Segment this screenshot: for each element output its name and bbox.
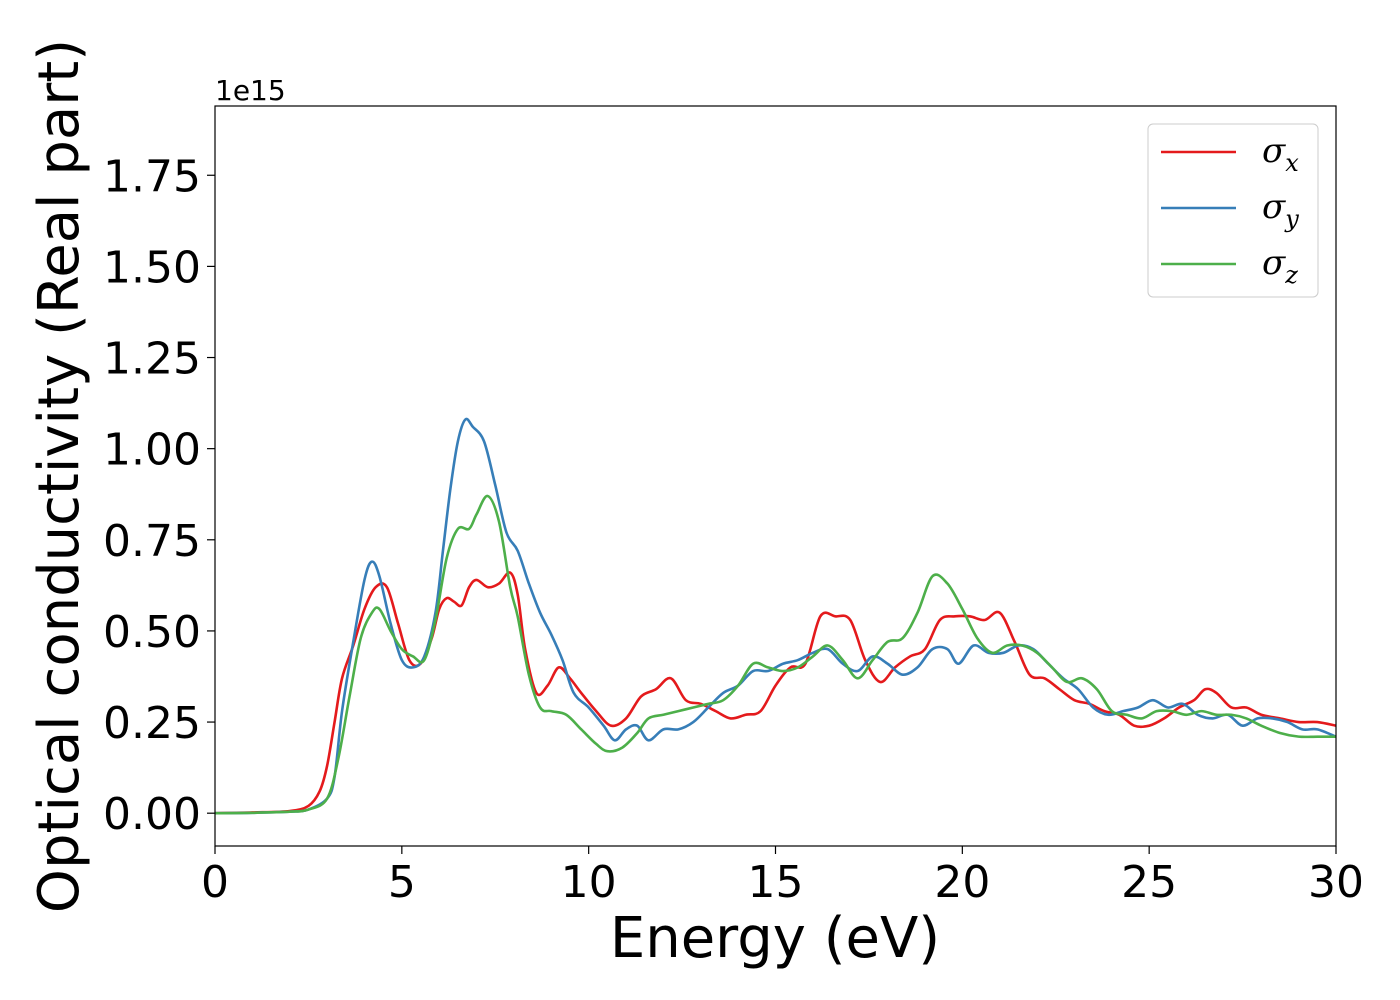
y-offset-text: 1e15 xyxy=(215,74,286,107)
series-line-sigma-y xyxy=(215,417,1336,815)
series-layer xyxy=(215,417,1336,815)
y-tick-label: 0.00 xyxy=(103,789,201,840)
x-axis-title: Energy (eV) xyxy=(610,906,940,971)
y-axis: 0.00 0.25 0.50 0.75 1.00 1.25 1.50 1.75 xyxy=(103,151,215,840)
x-tick-label: 10 xyxy=(561,857,617,908)
legend: σx σy σz xyxy=(1147,123,1319,298)
legend-label-sigma-y: σy xyxy=(1262,187,1299,233)
y-tick-label: 0.75 xyxy=(103,516,201,567)
x-tick-label: 30 xyxy=(1308,857,1364,908)
legend-label-sigma-z: σz xyxy=(1262,243,1298,289)
y-tick-label: 1.25 xyxy=(103,334,201,385)
y-axis-title: Optical conductivity (Real part) xyxy=(27,39,92,913)
legend-label-sigma-x: σx xyxy=(1262,131,1299,177)
y-tick-label: 0.50 xyxy=(103,607,201,658)
x-axis: 0 5 10 15 20 25 30 xyxy=(201,846,1364,908)
y-tick-label: 0.25 xyxy=(103,698,201,749)
series-line-sigma-z xyxy=(215,494,1336,815)
x-tick-label: 20 xyxy=(934,857,990,908)
x-tick-label: 15 xyxy=(748,857,804,908)
y-tick-label: 1.50 xyxy=(103,242,201,293)
x-tick-label: 5 xyxy=(388,857,416,908)
x-tick-label: 25 xyxy=(1121,857,1177,908)
legend-frame xyxy=(1147,123,1319,298)
y-tick-label: 1.00 xyxy=(103,425,201,476)
x-tick-label: 0 xyxy=(201,857,229,908)
y-tick-label: 1.75 xyxy=(103,151,201,202)
